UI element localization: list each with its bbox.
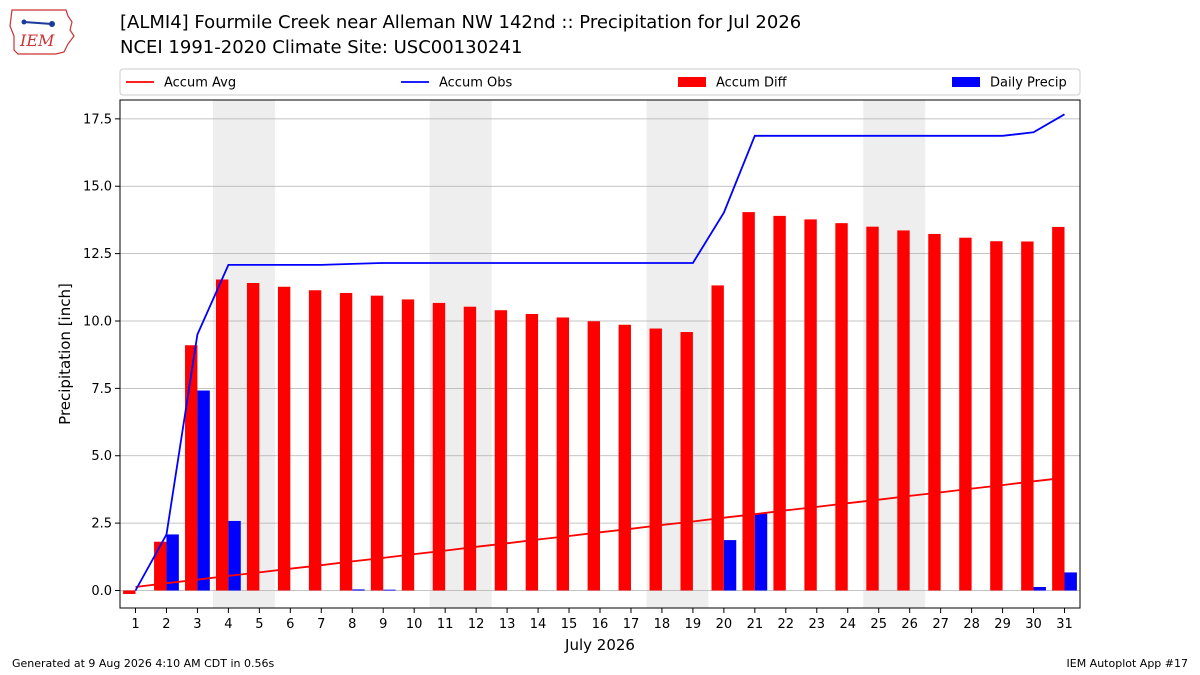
x-tick-label: 31 (1056, 617, 1073, 632)
accum-diff-bar (525, 313, 539, 591)
x-axis-label: July 2026 (564, 636, 635, 654)
x-tick-label: 6 (286, 617, 294, 632)
accum-diff-bar (711, 285, 724, 591)
legend-label: Accum Obs (439, 76, 512, 91)
accum-diff-bar (928, 233, 941, 591)
accum-diff-bar (339, 292, 353, 591)
y-tick-label: 2.5 (91, 517, 112, 532)
legend-label: Accum Diff (716, 76, 788, 91)
legend-box (119, 68, 1081, 96)
daily-precip-bar (1064, 572, 1077, 591)
x-tick-label: 14 (530, 617, 547, 632)
x-tick-label: 30 (1025, 617, 1042, 632)
legend-swatch-bar (952, 77, 980, 87)
accum-avg-line (135, 476, 1065, 588)
daily-precip-bar (228, 520, 241, 591)
daily-precip-bar (1033, 586, 1046, 591)
accum-diff-bar (618, 324, 631, 591)
x-tick-label: 17 (623, 617, 640, 632)
accum-diff-bar (897, 230, 910, 591)
y-tick-label: 5.0 (91, 449, 112, 464)
x-tick-label: 22 (778, 617, 795, 632)
x-tick-label: 8 (348, 617, 356, 632)
x-tick-label: 29 (994, 617, 1011, 632)
accum-diff-bar (587, 321, 600, 591)
x-tick-label: 1 (131, 617, 139, 632)
legend-label: Daily Precip (990, 76, 1067, 91)
accum-diff-bar (835, 223, 848, 591)
logo-text: IEM (19, 31, 55, 50)
accum-diff-bar (990, 241, 1003, 591)
x-tick-label: 9 (379, 617, 387, 632)
x-tick-label: 7 (317, 617, 325, 632)
x-tick-label: 11 (437, 617, 454, 632)
accum-diff-bar (866, 226, 879, 591)
legend-swatch-bar (678, 77, 706, 87)
x-tick-label: 5 (255, 617, 263, 632)
accum-diff-bar (742, 212, 755, 591)
x-tick-label: 25 (870, 617, 887, 632)
x-tick-label: 10 (406, 617, 423, 632)
accum-diff-bar (154, 541, 167, 591)
x-tick-label: 4 (224, 617, 232, 632)
accum-diff-bar (649, 328, 662, 591)
accum-diff-bar (432, 302, 446, 591)
accum-obs-line (134, 113, 1065, 591)
y-tick-label: 7.5 (91, 382, 112, 397)
y-tick-label: 12.5 (83, 247, 112, 262)
x-tick-label: 19 (685, 617, 702, 632)
accum-diff-bar (185, 345, 198, 591)
x-tick-label: 23 (809, 617, 826, 632)
x-tick-label: 15 (561, 617, 578, 632)
daily-precip-bar (383, 589, 396, 591)
app-label: IEM Autoplot App #17 (1066, 657, 1189, 670)
chart-subtitle: NCEI 1991-2020 Climate Site: USC00130241 (120, 37, 523, 58)
accum-diff-bar (680, 332, 693, 591)
accum-diff-bar (1021, 241, 1034, 591)
legend-label: Accum Avg (164, 76, 236, 91)
x-tick-label: 2 (162, 617, 170, 632)
x-tick-label: 26 (901, 617, 918, 632)
accum-diff-bar (959, 237, 972, 591)
daily-precip-bar (723, 540, 737, 591)
accum-diff-bar (804, 219, 817, 591)
accum-diff-bar (401, 299, 415, 591)
x-tick-label: 3 (193, 617, 201, 632)
accum-diff-bar (556, 317, 570, 591)
accum-diff-bar (123, 590, 136, 594)
x-tick-label: 13 (499, 617, 516, 632)
accum-diff-bar (308, 290, 322, 591)
accum-diff-bar (1052, 226, 1065, 591)
accum-diff-bar (773, 215, 786, 591)
accum-diff-bar (277, 286, 291, 591)
chart-title: [ALMI4] Fourmile Creek near Alleman NW 1… (120, 12, 802, 33)
accum-diff-bar (463, 306, 477, 591)
x-tick-label: 21 (747, 617, 764, 632)
accum-diff-bar (370, 295, 384, 591)
accum-diff-bar (216, 279, 229, 591)
x-tick-label: 24 (839, 617, 856, 632)
accum-diff-bar (246, 282, 260, 591)
y-tick-label: 17.5 (83, 112, 112, 127)
x-tick-label: 16 (592, 617, 609, 632)
y-tick-label: 10.0 (83, 314, 112, 329)
daily-precip-bar (754, 513, 768, 591)
x-tick-label: 28 (963, 617, 980, 632)
iem-logo: IEM (9, 9, 75, 55)
daily-precip-bar (166, 534, 179, 591)
y-tick-label: 0.0 (91, 584, 112, 599)
y-tick-label: 15.0 (83, 180, 112, 195)
y-axis-label: Precipitation [inch] (56, 283, 74, 425)
x-tick-label: 20 (716, 617, 733, 632)
x-tick-label: 12 (468, 617, 485, 632)
x-tick-label: 27 (932, 617, 949, 632)
daily-precip-bar (197, 390, 210, 591)
generated-timestamp: Generated at 9 Aug 2026 4:10 AM CDT in 0… (12, 657, 275, 670)
x-tick-label: 18 (654, 617, 671, 632)
accum-diff-bar (494, 310, 508, 591)
daily-precip-bar (352, 589, 365, 591)
